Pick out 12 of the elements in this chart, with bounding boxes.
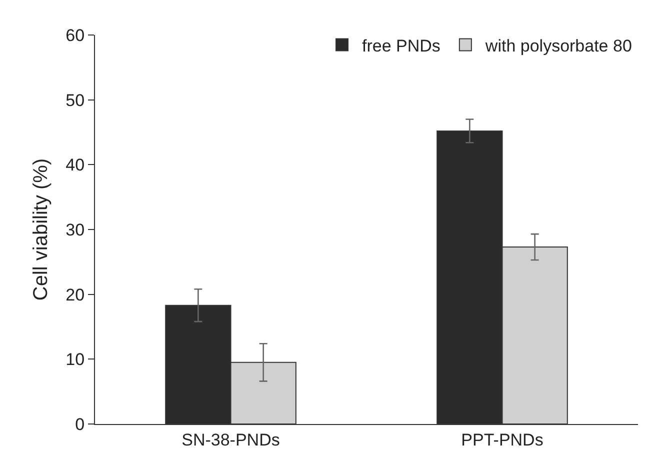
y-tick-label: 20 bbox=[66, 285, 85, 304]
y-tick-label: 60 bbox=[66, 26, 85, 45]
y-axis-title: Cell viability (%) bbox=[30, 158, 52, 301]
legend-label: free PNDs bbox=[362, 36, 440, 56]
y-tick-label: 30 bbox=[66, 220, 85, 240]
y-tick-label: 10 bbox=[66, 350, 85, 370]
y-tick-label: 50 bbox=[66, 90, 85, 110]
x-tick-label: PPT-PNDs bbox=[461, 430, 544, 450]
legend-label: with polysorbate 80 bbox=[484, 36, 632, 56]
y-tick-label: 40 bbox=[66, 156, 85, 175]
x-tick-label: SN-38-PNDs bbox=[182, 430, 280, 450]
y-tick-label: 0 bbox=[75, 414, 85, 434]
